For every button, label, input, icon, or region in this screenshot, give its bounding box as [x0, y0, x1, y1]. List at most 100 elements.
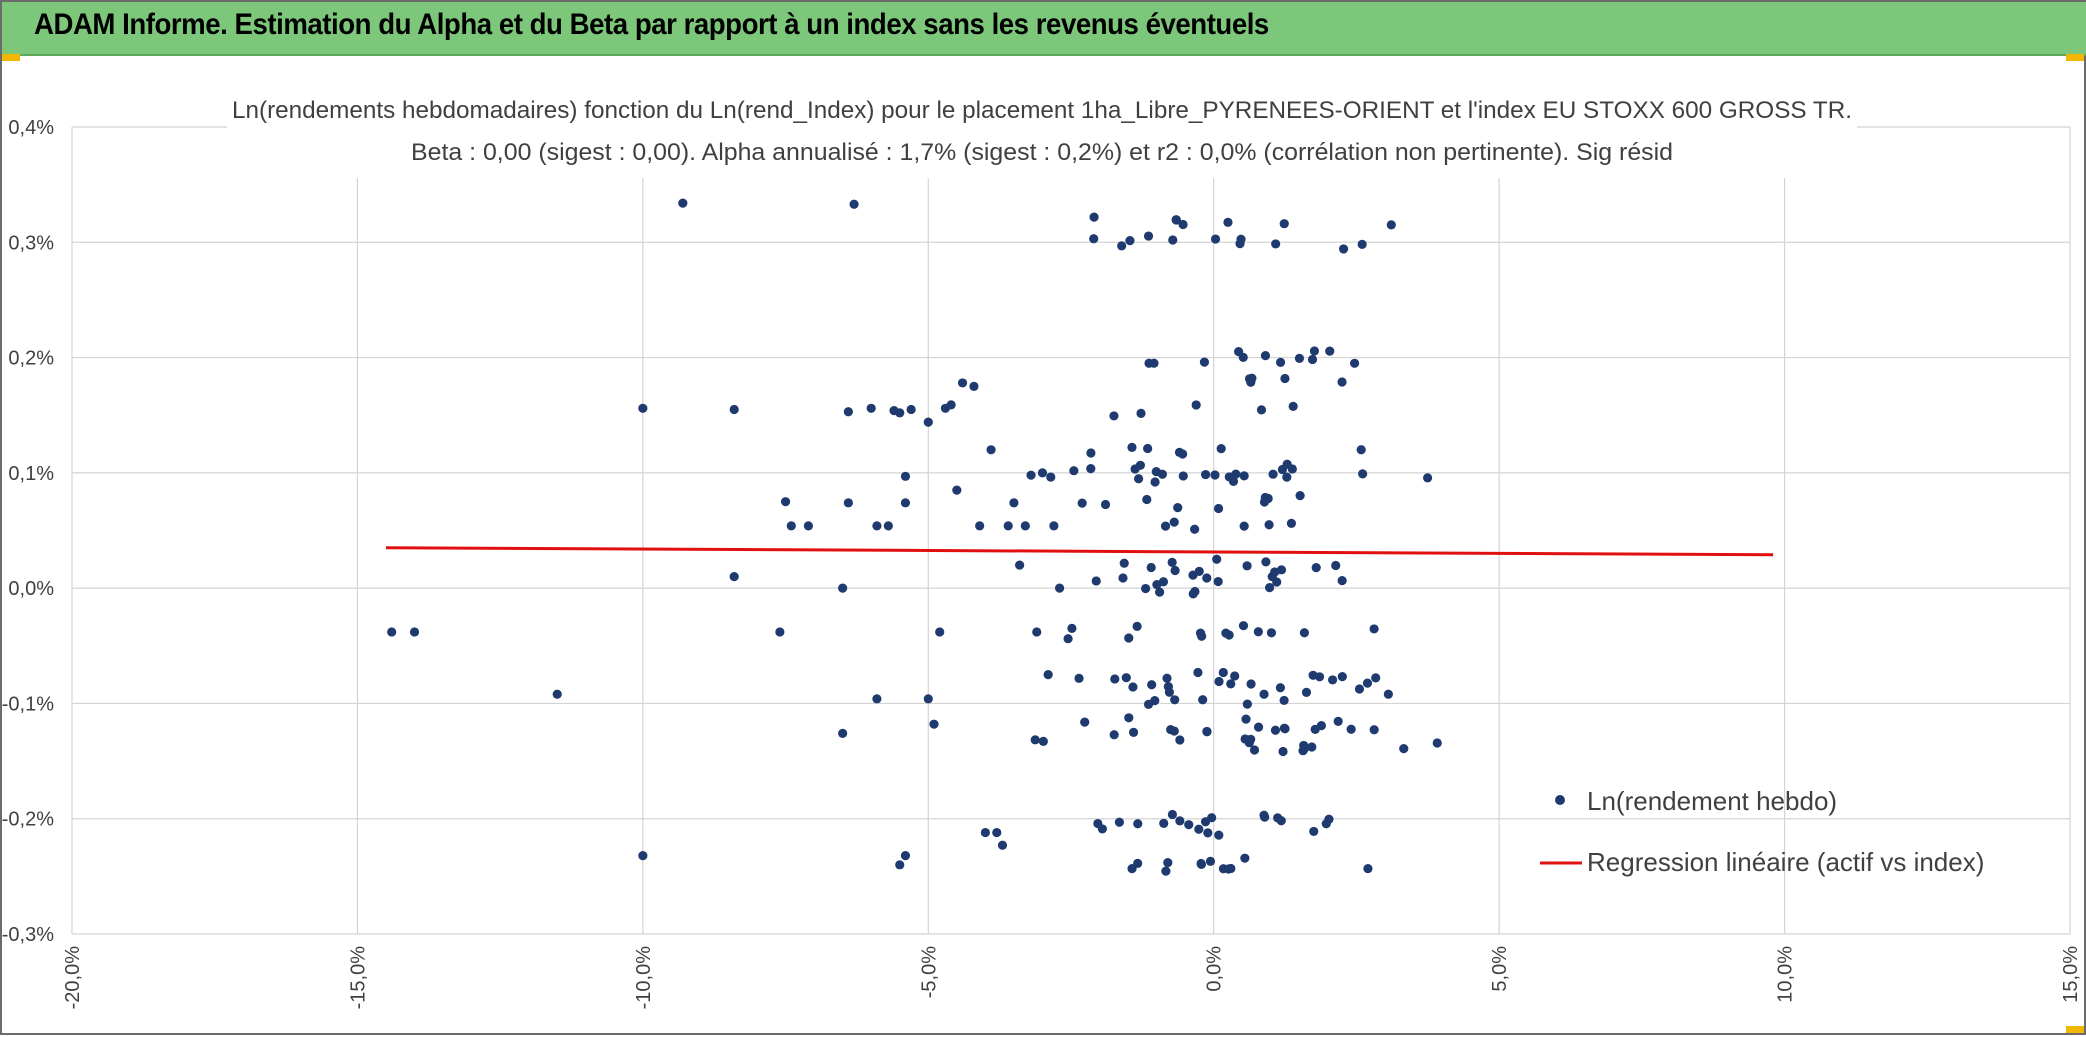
scatter-point: [1164, 687, 1175, 697]
scatter-point: [1190, 524, 1200, 534]
scatter-point: [1386, 220, 1396, 230]
scatter-point: [866, 403, 876, 413]
scatter-point: [1146, 562, 1156, 573]
scatter-point: [1149, 358, 1159, 368]
scatter-point: [1202, 727, 1212, 737]
scatter-point: [900, 498, 911, 508]
scatter-point: [1239, 471, 1249, 481]
scatter-point: [1194, 824, 1204, 834]
scatter-point: [1369, 624, 1379, 634]
scatter-point: [1307, 354, 1318, 365]
scatter-point: [1191, 400, 1201, 410]
scatter-point: [1136, 408, 1146, 418]
scatter-point: [946, 400, 956, 410]
scatter-point: [1275, 683, 1285, 693]
x-tick-label: 0,0%: [1204, 946, 1226, 992]
y-tick-label: 0,4%: [8, 117, 54, 139]
scatter-point: [883, 521, 893, 531]
legend-scatter-marker: [1555, 795, 1565, 805]
scatter-point: [1266, 628, 1277, 638]
resize-handle-bottom-right[interactable]: [2066, 1026, 2084, 1033]
scatter-point: [1074, 673, 1084, 683]
scatter-point: [1272, 577, 1282, 587]
scatter-point: [1160, 521, 1171, 531]
resize-handle-top-right[interactable]: [2066, 54, 2084, 61]
scatter-point: [1132, 621, 1142, 631]
scatter-point: [1127, 442, 1137, 452]
scatter-point: [1038, 736, 1048, 747]
title-background: [227, 94, 1857, 178]
report-header: ADAM Informe. Estimation du Alpha et du …: [2, 2, 2086, 56]
y-tick-label: -0,1%: [2, 693, 54, 715]
report-title: ADAM Informe. Estimation du Alpha et du …: [34, 8, 1269, 41]
y-tick-label: 0,2%: [8, 348, 54, 370]
scatter-point: [1253, 722, 1264, 732]
scatter-point: [1118, 573, 1128, 583]
scatter-point: [1362, 678, 1373, 688]
scatter-point: [1210, 234, 1221, 244]
scatter-point: [1141, 583, 1151, 594]
scatter-point: [1328, 675, 1338, 685]
scatter-point: [975, 521, 985, 531]
scatter-point: [1357, 239, 1367, 249]
scatter-point: [1117, 241, 1127, 251]
scatter-point: [1244, 374, 1255, 384]
scatter-point: [1224, 630, 1234, 640]
scatter-point: [1346, 724, 1356, 734]
scatter-point: [1295, 491, 1305, 501]
resize-handle-top-left[interactable]: [2, 54, 20, 61]
scatter-point: [780, 497, 791, 507]
scatter-point: [1311, 563, 1321, 573]
scatter-point: [1175, 735, 1185, 745]
scatter-point: [1089, 234, 1099, 244]
scatter-point: [1259, 497, 1270, 507]
scatter-point: [1246, 679, 1256, 689]
scatter-point: [1235, 239, 1245, 249]
x-tick-label: -20,0%: [62, 946, 84, 1010]
scatter-point: [775, 627, 785, 637]
scatter-point: [1316, 721, 1326, 731]
scatter-point: [1277, 464, 1288, 475]
scatter-point: [1077, 498, 1087, 508]
legend: Ln(rendement hebdo) Regression linéaire …: [1540, 786, 1984, 877]
scatter-point: [1234, 347, 1244, 357]
scatter-point: [1275, 357, 1286, 367]
scatter-point: [1086, 448, 1096, 458]
scatter-point: [1383, 689, 1393, 699]
scatter-point: [1114, 817, 1124, 827]
scatter-point: [786, 521, 796, 531]
scatter-point: [969, 381, 979, 391]
scatter-point: [1242, 699, 1252, 709]
scatter-point: [906, 404, 916, 415]
scatter-point: [1043, 670, 1053, 680]
scatter-point: [1119, 558, 1129, 568]
scatter-point: [1241, 714, 1251, 724]
scatter-point: [952, 485, 962, 495]
scatter-point: [1032, 627, 1042, 637]
scatter-point: [1239, 521, 1249, 531]
scatter-point: [1253, 627, 1263, 637]
scatter-point: [1155, 587, 1165, 597]
scatter-point: [1287, 464, 1297, 474]
scatter-point: [1242, 561, 1252, 571]
y-tick-label: 0,1%: [8, 463, 54, 485]
scatter-point: [1307, 742, 1317, 752]
scatter-point: [1109, 730, 1119, 740]
scatter-point: [1268, 469, 1278, 479]
scatter-point: [387, 627, 397, 637]
scatter-point: [1097, 824, 1107, 834]
scatter-point: [1432, 738, 1442, 748]
scatter-point: [1210, 470, 1220, 480]
scatter-point: [1276, 816, 1286, 826]
scatter-point: [1175, 816, 1185, 826]
scatter-point: [1299, 628, 1309, 638]
scatter-point: [1169, 517, 1179, 527]
scatter-point: [1142, 494, 1152, 505]
scatter-point: [923, 694, 933, 704]
scatter-point: [1151, 467, 1161, 477]
scatter-point: [1201, 469, 1211, 480]
scatter-point: [1286, 518, 1297, 528]
scatter-point: [1080, 717, 1090, 727]
scatter-point: [1150, 477, 1160, 487]
scatter-point: [1170, 695, 1180, 705]
